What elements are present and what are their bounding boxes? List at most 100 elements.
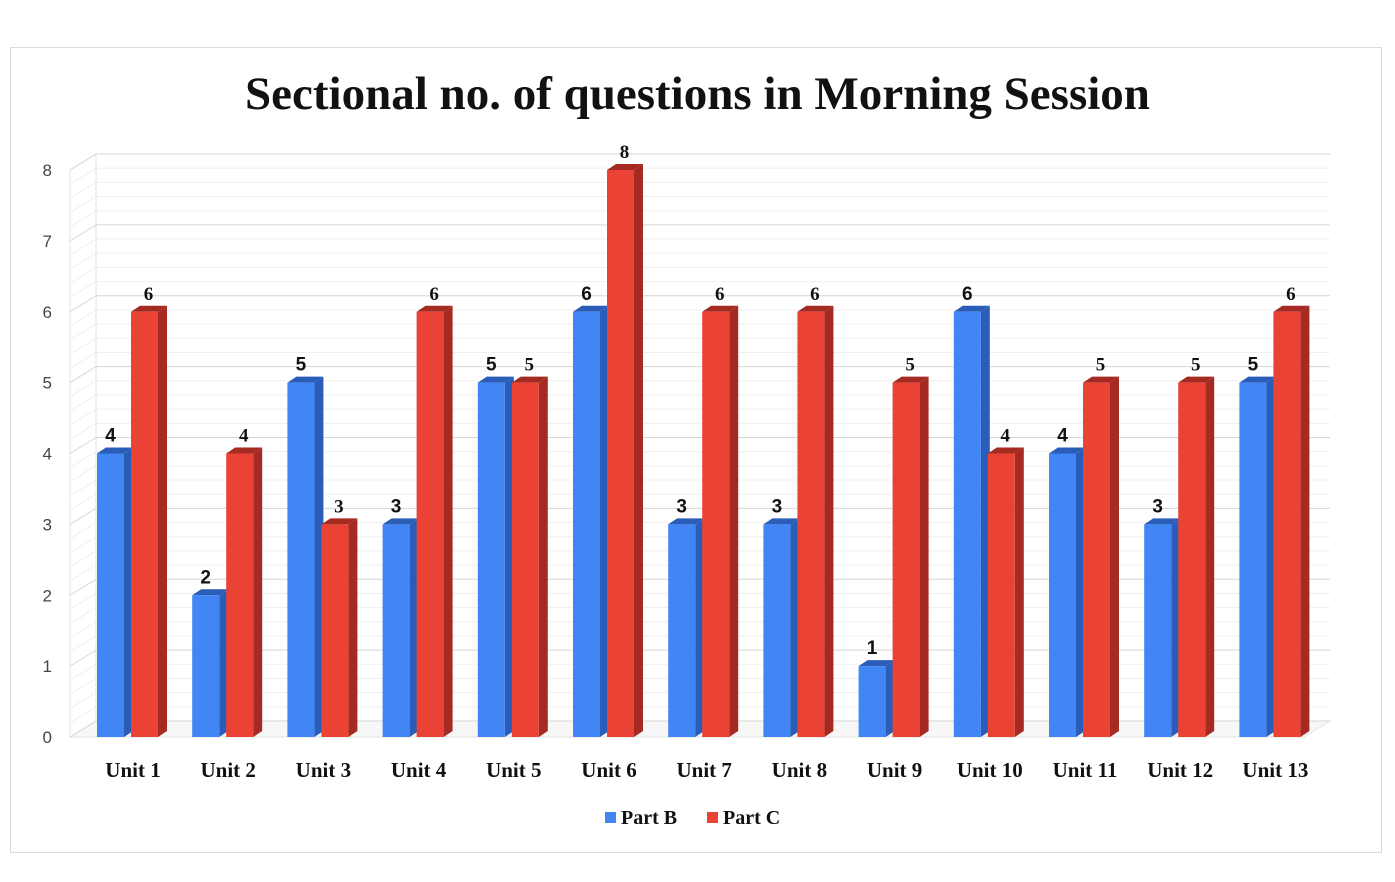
data-label-part-c: 5 [905,355,915,376]
bar-part-b [1144,518,1181,737]
gridline-major-side [69,649,97,667]
bar-side [409,518,419,737]
bar-top [1178,376,1215,383]
data-label-part-b: 3 [772,496,783,517]
data-label-part-b: 3 [391,496,402,517]
bar-front [573,311,600,737]
gridline-minor-side [69,266,97,284]
bar-top [416,305,453,312]
bar-side [219,589,229,737]
data-label-part-c: 8 [620,142,630,163]
gridline-minor-side [69,422,97,440]
bar-front [763,524,791,737]
data-label-part-b: 6 [581,284,592,305]
bar-top [573,305,609,312]
bar-front [1049,453,1076,737]
data-label-part-b: 5 [1248,355,1259,376]
bar-side [253,447,263,737]
bar-front [226,453,254,737]
bar-front [1273,311,1301,737]
gridline-minor-side [69,210,97,228]
bar-front [416,311,444,737]
x-tick-label: Unit 5 [486,758,541,782]
bar-top [858,660,895,667]
gridline-minor-side [69,451,97,469]
gridline-minor-side [69,465,97,483]
bar-top [763,518,800,525]
x-tick-label: Unit 10 [957,758,1023,782]
bar-top [321,518,358,525]
bar-side [443,305,453,737]
data-label-part-b: 2 [200,567,211,588]
legend-item: Part B [605,807,677,829]
gridline-minor-side [69,181,97,199]
data-label-part-b: 5 [486,355,497,376]
bar-part-b [953,305,990,737]
data-labels: 4 6 2 4 5 3 3 6 5 5 6 8 3 6 3 6 1 5 6 4 4 5 3 5 5 6 [105,142,1295,659]
gridline-minor-side [69,536,97,554]
bar-part-c [797,305,834,737]
bar-front [287,382,315,737]
x-tick-label: Unit 8 [772,758,827,782]
gridline-minor-side [69,167,97,185]
bar-side [1205,376,1215,737]
data-label-part-b: 4 [105,426,116,447]
gridline-minor-side [69,337,97,355]
bar-part-c [321,518,358,737]
bar-top [668,518,705,525]
bar-side [124,447,133,737]
x-tick-label: Unit 4 [391,758,447,782]
bar-part-c [226,447,263,737]
data-label-part-c: 4 [239,426,249,447]
bar-side [1076,447,1085,737]
gridline-minor-side [69,493,97,511]
bar-side [1266,376,1276,737]
bar-part-b [477,376,514,737]
bar-side [824,305,834,737]
x-tick-label: Unit 6 [581,758,636,782]
bar-part-c [1178,376,1215,737]
bar-side [1171,518,1181,737]
legend-swatch [707,812,718,823]
bar-front [607,170,634,737]
bar-part-c [511,376,548,737]
y-tick-label: 4 [43,445,52,464]
data-label-part-c: 5 [525,355,535,376]
data-label-part-c: 5 [1096,355,1106,376]
bar-part-c [1083,376,1119,737]
bar-part-b [287,376,324,737]
bar-top [1239,376,1276,383]
bar-part-b [573,305,609,737]
bar-side [919,376,929,737]
bar-part-c [702,305,739,737]
data-label-part-c: 6 [715,284,725,305]
bar-top [511,376,548,383]
bar-side [729,305,739,737]
bar-side [885,660,895,737]
bar-side [790,518,800,737]
data-label-part-c: 6 [144,284,154,305]
bar-side [980,305,990,737]
x-tick-label: Unit 3 [296,758,351,782]
y-tick-label: 5 [43,374,52,393]
gridline-major-side [69,437,97,454]
bar-top [287,376,324,383]
data-label-part-b: 6 [962,284,973,305]
gridline-minor-side [69,692,97,710]
bar-part-c [131,305,167,737]
bar-top [131,305,167,312]
gridline-minor-side [69,309,97,327]
bar-top [477,376,514,383]
bar-side [314,376,324,737]
bar-front [858,666,886,737]
y-tick-label: 1 [43,657,52,676]
bar-front [382,524,410,737]
bar-part-b [763,518,800,737]
bar-side [158,305,167,737]
gridline-minor-side [69,564,97,582]
bar-top [226,447,263,454]
bar-side [695,518,705,737]
gridline-minor-side [69,635,97,653]
bar-part-c [892,376,929,737]
data-label-part-b: 3 [1152,496,1163,517]
